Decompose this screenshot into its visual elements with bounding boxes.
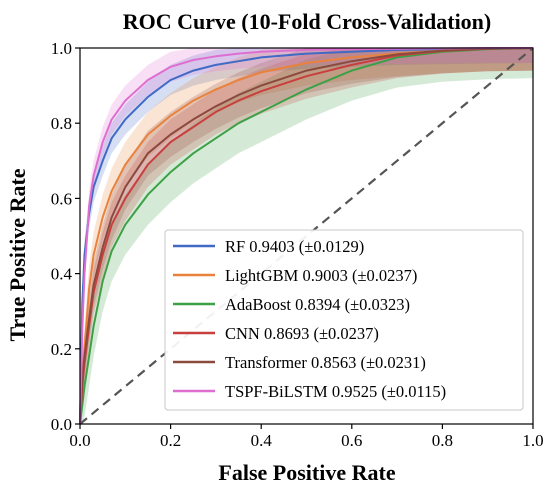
roc-line-4 bbox=[79, 47, 534, 425]
y-tick-label-0: 0.0 bbox=[51, 415, 72, 434]
x-axis-label: False Positive Rate bbox=[218, 460, 395, 485]
y-tick-label-5: 1.0 bbox=[51, 39, 72, 58]
x-tick-label-2: 0.4 bbox=[251, 431, 273, 450]
chance-diagonal-line bbox=[79, 47, 534, 425]
roc-lines bbox=[79, 47, 534, 425]
legend-label-4: Transformer 0.8563 (±0.0231) bbox=[225, 353, 426, 372]
legend-label-1: LightGBM 0.9003 (±0.0237) bbox=[225, 266, 417, 285]
y-tick-label-4: 0.8 bbox=[51, 114, 72, 133]
y-tick-label-2: 0.4 bbox=[51, 265, 73, 284]
chart-title: ROC Curve (10-Fold Cross-Validation) bbox=[123, 9, 492, 34]
axes: 0.0 0.2 0.4 0.6 0.8 1.0 0.0 0.2 0.4 0.6 0.8 1.0 bbox=[51, 39, 544, 450]
legend-label-3: CNN 0.8693 (±0.0237) bbox=[225, 324, 379, 343]
chance-diagonal bbox=[79, 47, 534, 425]
plot-frame bbox=[79, 47, 534, 425]
roc-line-1 bbox=[79, 47, 534, 425]
legend-label-5: TSPF-BiLSTM 0.9525 (±0.0115) bbox=[225, 382, 446, 401]
y-tick-label-3: 0.6 bbox=[51, 189, 72, 208]
y-axis-label: True Positive Rate bbox=[5, 168, 30, 341]
confidence-band-4 bbox=[80, 48, 533, 424]
y-tick-label-1: 0.2 bbox=[51, 340, 72, 359]
confidence-bands bbox=[80, 48, 533, 424]
confidence-band-5 bbox=[80, 48, 533, 424]
x-tick-label-5: 1.0 bbox=[522, 431, 543, 450]
confidence-band-2 bbox=[80, 48, 533, 424]
x-tick-label-4: 0.8 bbox=[432, 431, 453, 450]
x-tick-label-0: 0.0 bbox=[69, 431, 90, 450]
legend: RF 0.9403 (±0.0129) LightGBM 0.9003 (±0.0… bbox=[164, 229, 524, 411]
legend-label-0: RF 0.9403 (±0.0129) bbox=[225, 237, 364, 256]
x-tick-label-3: 0.6 bbox=[341, 431, 362, 450]
roc-line-5 bbox=[79, 47, 533, 425]
x-tick-label-1: 0.2 bbox=[160, 431, 181, 450]
confidence-band-3 bbox=[80, 48, 533, 424]
roc-line-2 bbox=[79, 47, 534, 425]
legend-label-2: AdaBoost 0.8394 (±0.0323) bbox=[225, 295, 410, 314]
legend-box bbox=[164, 229, 524, 411]
